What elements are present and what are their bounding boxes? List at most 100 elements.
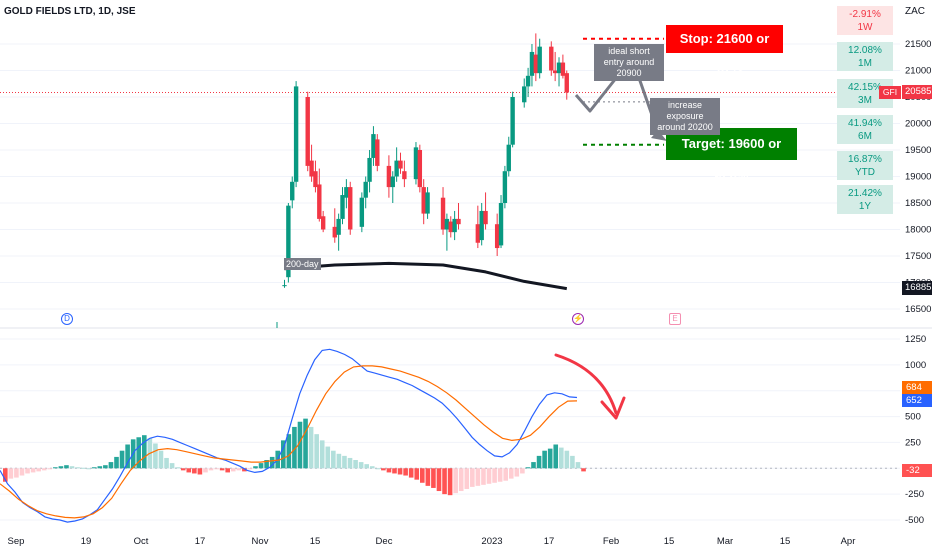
hist-bar bbox=[197, 468, 203, 475]
hist-bar bbox=[453, 468, 458, 494]
hist-bar bbox=[420, 468, 425, 483]
perf-value: 21.42% bbox=[848, 188, 882, 199]
hist-bar bbox=[203, 468, 208, 473]
perf-value: -2.91% bbox=[849, 9, 881, 20]
short-entry-note[interactable]: ideal short entry around 20900 bbox=[594, 44, 664, 81]
hist-bar bbox=[353, 460, 358, 469]
time-tick: 15 bbox=[310, 536, 321, 547]
hist-bar bbox=[570, 455, 575, 469]
hist-bar bbox=[375, 468, 381, 470]
hist-bar bbox=[575, 462, 581, 469]
hist-bar bbox=[331, 450, 336, 469]
candle-body bbox=[479, 210, 484, 241]
currency-label: ZAC bbox=[905, 6, 925, 17]
time-tick: Feb bbox=[603, 536, 619, 547]
hist-bar bbox=[25, 468, 30, 474]
stop-label[interactable]: Stop: 21600 or +4.7% bbox=[666, 25, 783, 74]
hist-bar bbox=[264, 460, 269, 469]
hist-bar bbox=[219, 468, 225, 471]
hist-bar bbox=[486, 468, 492, 484]
target-label[interactable]: Target: 19600 or -4.8% bbox=[666, 128, 797, 183]
earnings-icon[interactable]: E bbox=[669, 313, 681, 325]
hist-bar bbox=[392, 468, 397, 474]
time-axis: Sep 19 Oct 17 Nov 15 Dec 2023 17 Feb 15 Mar 15 Apr bbox=[8, 322, 855, 547]
hist-bar bbox=[525, 467, 531, 469]
perf-period: 1Y bbox=[858, 201, 872, 212]
macd-lines bbox=[0, 348, 578, 523]
hist-bar bbox=[114, 456, 119, 469]
candle-body bbox=[510, 97, 515, 145]
hist-bar bbox=[531, 462, 536, 469]
macd-tick: -250 bbox=[905, 489, 924, 500]
perf-value: 16.87% bbox=[848, 154, 882, 165]
candle-body bbox=[440, 197, 446, 230]
hist-bar bbox=[108, 462, 114, 469]
candle-body bbox=[371, 134, 376, 158]
time-tick: Dec bbox=[376, 536, 393, 547]
hist-bar bbox=[41, 468, 47, 471]
dividend-icon[interactable]: D bbox=[61, 313, 73, 325]
perf-cell: 16.87% YTD bbox=[837, 151, 893, 180]
candle-body bbox=[502, 171, 508, 203]
hist-bar bbox=[347, 457, 353, 469]
ma-label: 200-day bbox=[284, 258, 321, 270]
hist-bar bbox=[125, 444, 130, 469]
hist-bar bbox=[325, 446, 331, 469]
price-tick: 17500 bbox=[905, 251, 931, 262]
split-icon[interactable]: ⚡ bbox=[572, 313, 584, 325]
candle-body bbox=[529, 51, 535, 76]
candle-body bbox=[394, 160, 399, 177]
hist-bar bbox=[475, 468, 481, 486]
hist-bar bbox=[153, 443, 158, 469]
hist-bar bbox=[308, 426, 314, 469]
candle-body bbox=[417, 150, 423, 188]
hist-bar bbox=[164, 457, 169, 469]
candle-body bbox=[552, 70, 558, 74]
candle-body bbox=[475, 224, 481, 243]
time-tick: 2023 bbox=[481, 536, 502, 547]
projection-path bbox=[574, 56, 662, 139]
candle-body bbox=[483, 210, 488, 225]
perf-cell: -2.91% 1W bbox=[837, 6, 893, 35]
hist-bar bbox=[91, 467, 97, 469]
hist-bar bbox=[214, 468, 219, 470]
candle-body bbox=[498, 203, 504, 246]
candle-body bbox=[348, 187, 353, 230]
hist-bar bbox=[497, 468, 503, 482]
exposure-note[interactable]: increase exposure around 20200 bbox=[650, 98, 720, 135]
hist-bar bbox=[536, 455, 542, 469]
candle-body bbox=[332, 226, 337, 238]
hist-bar bbox=[53, 467, 58, 469]
projection-arrowhead bbox=[651, 130, 667, 141]
hist-bar bbox=[470, 468, 475, 487]
candle-body bbox=[286, 205, 291, 278]
candle-body bbox=[444, 218, 450, 230]
hist-bar bbox=[314, 434, 319, 469]
ma-price-tag: 16885 bbox=[902, 281, 932, 295]
macd-tick: -500 bbox=[905, 515, 924, 526]
hist-bar bbox=[297, 421, 303, 469]
candle-body bbox=[340, 195, 345, 219]
macd-tick: 1250 bbox=[905, 334, 926, 345]
hist-bar bbox=[58, 466, 64, 469]
candle-body bbox=[290, 181, 295, 201]
hist-bar bbox=[242, 468, 247, 472]
hist-bar bbox=[342, 455, 347, 469]
hist-bar bbox=[442, 468, 447, 495]
hist-bar bbox=[447, 468, 453, 496]
signal-line bbox=[0, 365, 578, 519]
perf-period: 3M bbox=[858, 95, 872, 106]
candle-body bbox=[456, 218, 461, 225]
hist-bar bbox=[319, 440, 325, 469]
candle-body bbox=[522, 86, 527, 103]
candle-body bbox=[367, 157, 372, 182]
hist-bar bbox=[358, 462, 364, 469]
hist-bar bbox=[431, 468, 436, 488]
hist-bar bbox=[142, 435, 147, 469]
hist-bar bbox=[36, 468, 41, 472]
drawings bbox=[554, 56, 667, 420]
hist-bar bbox=[564, 450, 570, 469]
candle-body bbox=[359, 197, 365, 227]
